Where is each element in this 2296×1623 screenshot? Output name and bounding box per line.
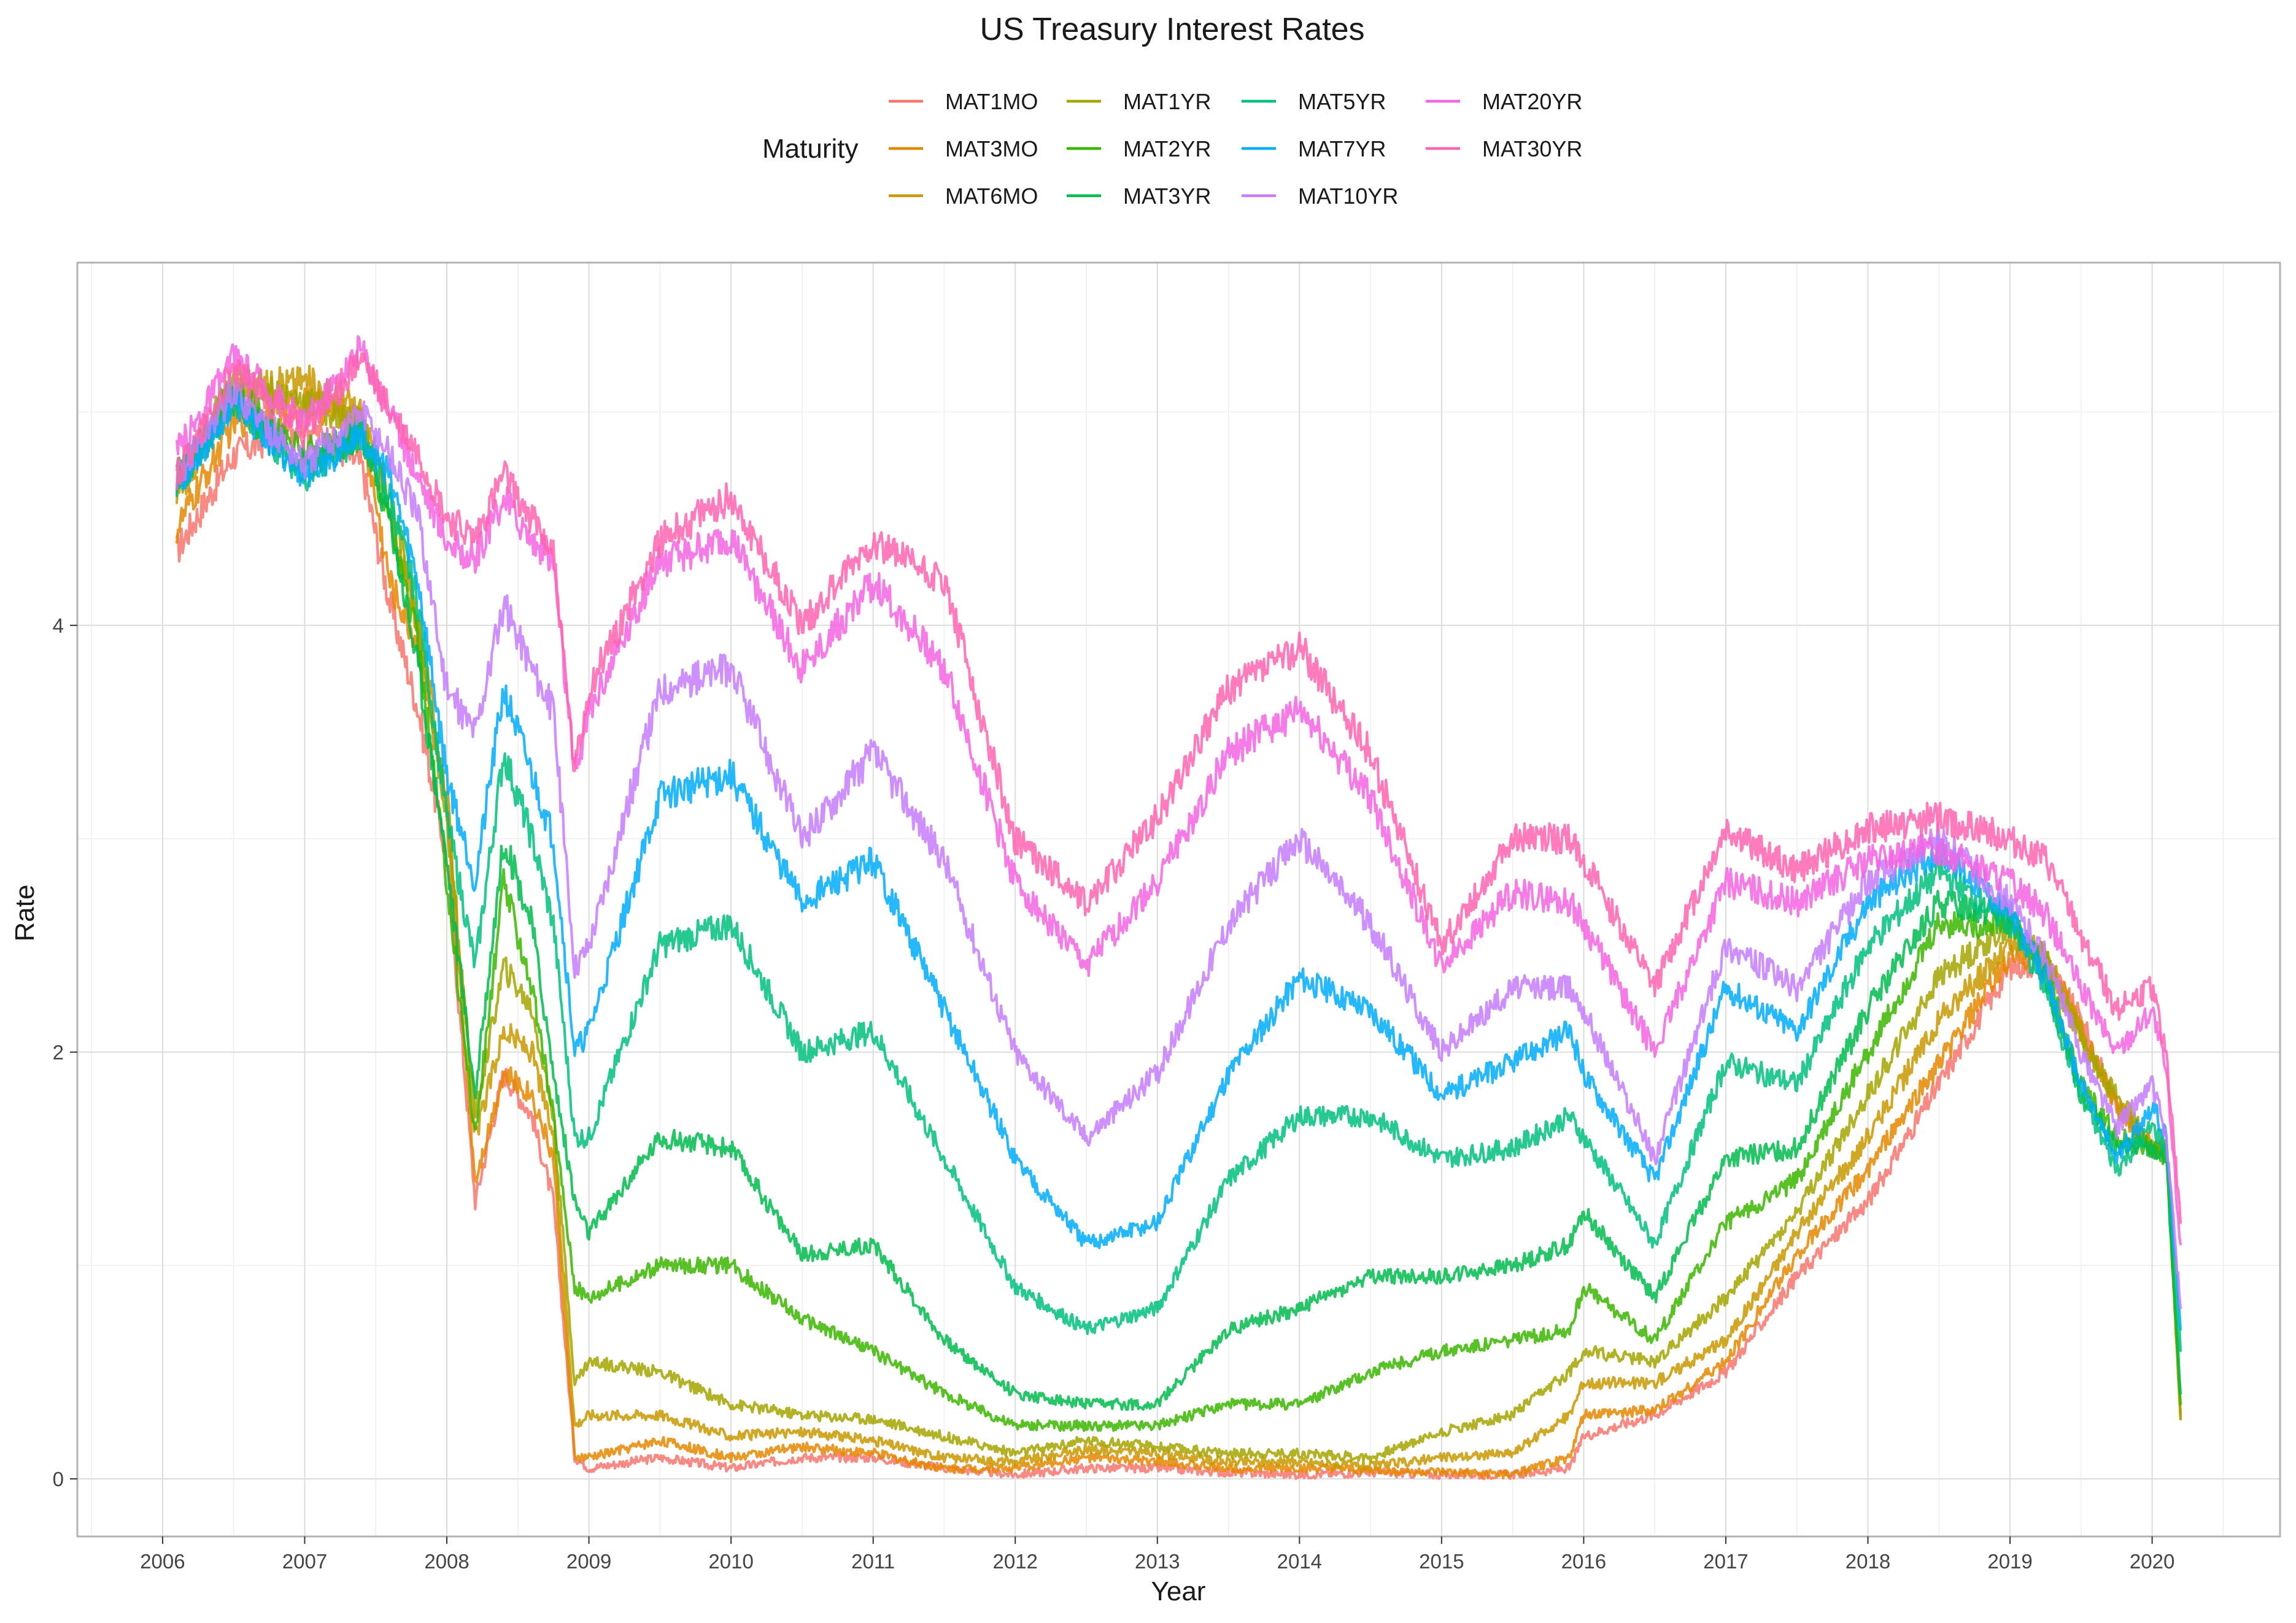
y-tick-label: 0 (53, 1468, 64, 1490)
series-line-mat3yr (176, 386, 2182, 1411)
legend-label-mat1yr: MAT1YR (1123, 89, 1211, 114)
series-line-mat7yr (176, 389, 2182, 1331)
x-tick-label: 2014 (1277, 1550, 1322, 1573)
series-line-mat2yr (176, 382, 2182, 1432)
series-lines (176, 335, 2182, 1481)
x-tick-label: 2007 (282, 1550, 327, 1573)
legend: Maturity MAT1MOMAT3MOMAT6MOMAT1YRMAT2YRM… (762, 89, 1582, 209)
legend-label-mat20yr: MAT20YR (1482, 89, 1582, 114)
x-tick-label: 2009 (566, 1550, 611, 1573)
chart-title: US Treasury Interest Rates (980, 12, 1364, 47)
series-line-mat6mo (176, 364, 2182, 1471)
series-line-mat1yr (176, 365, 2182, 1463)
series-line-mat30yr (176, 349, 2182, 1224)
x-tick-label: 2010 (708, 1550, 753, 1573)
legend-label-mat10yr: MAT10YR (1298, 183, 1398, 209)
y-tick-label: 2 (53, 1041, 64, 1064)
panel-border (76, 261, 2281, 1538)
x-tick-label: 2015 (1419, 1550, 1464, 1573)
series-line-mat1mo (176, 407, 2182, 1481)
x-tick-label: 2018 (1846, 1550, 1890, 1573)
x-tick-label: 2012 (993, 1550, 1038, 1573)
x-tick-label: 2017 (1703, 1550, 1748, 1573)
legend-label-mat5yr: MAT5YR (1298, 89, 1386, 114)
legend-items: MAT1MO MAT3MO MAT6MO MAT1YR MAT2YR MAT3YR MAT5… (889, 89, 1582, 209)
x-tick-label: 2006 (140, 1550, 185, 1573)
y-tick-label: 4 (53, 614, 64, 637)
series-line-mat3mo (176, 384, 2182, 1480)
series-line-mat10yr (176, 375, 2182, 1309)
x-axis-label: Year (1151, 1576, 1206, 1606)
legend-label-mat6mo: MAT6MO (945, 183, 1038, 209)
y-axis: 0 2 4 (53, 614, 77, 1490)
y-axis-label: Rate (10, 885, 40, 942)
series-line-mat5yr (176, 390, 2182, 1352)
x-tick-label: 2013 (1135, 1550, 1180, 1573)
legend-label-mat1mo: MAT1MO (945, 89, 1038, 114)
legend-title: Maturity (762, 134, 858, 164)
plot-panel (76, 261, 2281, 1538)
series-line-mat20yr (176, 335, 2182, 1246)
grid-major-lines (77, 263, 2280, 1536)
legend-label-mat7yr: MAT7YR (1298, 136, 1386, 161)
legend-label-mat2yr: MAT2YR (1123, 136, 1211, 161)
x-tick-label: 2008 (424, 1550, 469, 1573)
legend-label-mat3yr: MAT3YR (1123, 183, 1211, 209)
legend-label-mat30yr: MAT30YR (1482, 136, 1582, 161)
legend-label-mat3mo: MAT3MO (945, 136, 1038, 161)
x-tick-label: 2016 (1561, 1550, 1606, 1573)
x-tick-label: 2011 (851, 1550, 895, 1573)
x-tick-label: 2019 (1987, 1550, 2032, 1573)
x-tick-label: 2020 (2130, 1550, 2174, 1573)
x-axis: 2006 2007 2008 2009 2010 2011 2012 2013 2014 2015… (140, 1536, 2174, 1573)
